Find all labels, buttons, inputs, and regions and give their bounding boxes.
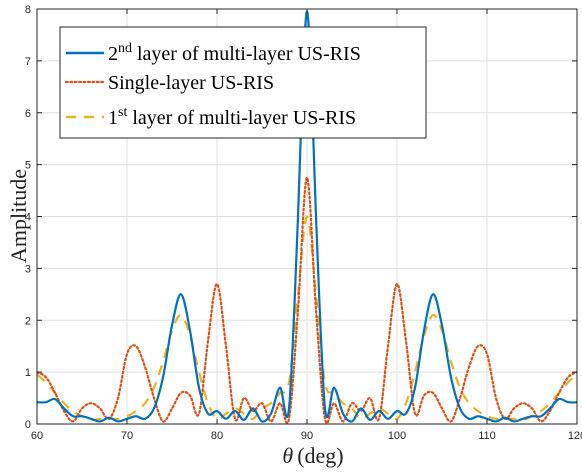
x-axis-label-symbol: θ xyxy=(282,443,293,468)
x-tick-label: 80 xyxy=(211,430,223,442)
legend: 2nd layer of multi-layer US-RIS Single-l… xyxy=(59,26,427,139)
legend-label-2nd-layer: 2nd layer of multi-layer US-RIS xyxy=(108,41,361,65)
legend-label-single-layer: Single-layer US-RIS xyxy=(108,72,274,94)
legend-2nd-sup: nd xyxy=(118,41,132,56)
x-axis-label: θ (deg) xyxy=(282,443,343,468)
series-single-layer-line xyxy=(37,176,577,424)
legend-2nd-base: 2 xyxy=(108,43,118,65)
y-tick-label: 2 xyxy=(25,315,31,327)
x-tick-label: 110 xyxy=(478,430,496,442)
y-tick-label: 5 xyxy=(25,160,31,172)
x-tick-label: 100 xyxy=(388,430,406,442)
series-1st-layer-line xyxy=(37,215,577,422)
y-tick-label: 8 xyxy=(25,4,31,16)
x-tick-label: 70 xyxy=(121,430,133,442)
x-axis-label-unit: (deg) xyxy=(297,443,343,468)
legend-1st-base: 1 xyxy=(108,107,118,129)
y-axis-label: Amplitude xyxy=(6,169,31,263)
y-tick-label: 0 xyxy=(25,419,31,431)
y-tick-label: 3 xyxy=(25,263,31,275)
axes xyxy=(36,8,578,425)
tick-labels: 60 70 80 90 100 110 120 0 1 2 3 4 5 6 7 8 xyxy=(25,4,582,442)
y-tick-label: 1 xyxy=(25,367,31,379)
legend-1st-sup: st xyxy=(118,105,127,120)
x-tick-label: 60 xyxy=(31,430,43,442)
legend-1st-rest: layer of multi-layer US-RIS xyxy=(127,107,356,129)
legend-label-1st-layer: 1st layer of multi-layer US-RIS xyxy=(108,105,356,129)
y-tick-label: 6 xyxy=(25,108,31,120)
legend-2nd-rest: layer of multi-layer US-RIS xyxy=(132,43,361,65)
x-tick-label: 120 xyxy=(568,430,582,442)
x-tick-label: 90 xyxy=(301,430,313,442)
y-tick-label: 4 xyxy=(25,212,31,224)
legend-box xyxy=(59,26,427,139)
y-tick-label: 7 xyxy=(25,56,31,68)
